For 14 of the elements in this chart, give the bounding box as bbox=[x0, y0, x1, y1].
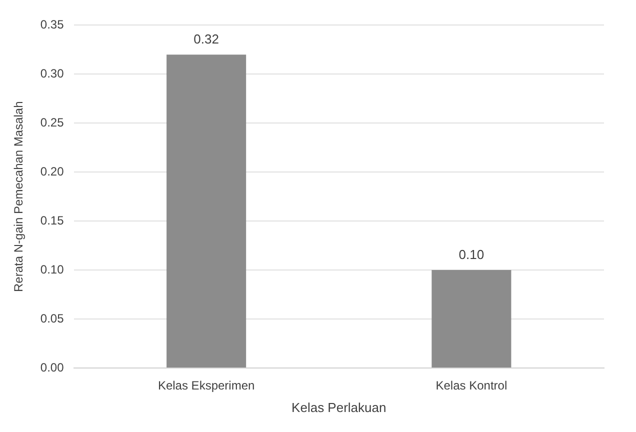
y-tick-label: 0.25 bbox=[40, 115, 64, 130]
y-tick-label: 0.00 bbox=[40, 360, 64, 374]
x-tick-label: Kelas Kontrol bbox=[436, 378, 508, 393]
y-tick-label: 0.20 bbox=[40, 164, 64, 178]
x-axis-title: Kelas Perlakuan bbox=[292, 400, 386, 415]
y-axis-title: Rerata N-gain Pemecahan Masalah bbox=[12, 101, 26, 292]
y-tick-label: 0.35 bbox=[40, 18, 64, 32]
data-label: 0.32 bbox=[194, 32, 219, 47]
x-tick-label: Kelas Eksperimen bbox=[158, 378, 255, 393]
y-tick-label: 0.15 bbox=[40, 213, 64, 228]
data-label: 0.10 bbox=[458, 247, 484, 262]
y-tick-label: 0.30 bbox=[40, 66, 64, 80]
y-tick-label: 0.10 bbox=[40, 262, 64, 276]
y-tick-label: 0.05 bbox=[40, 311, 64, 326]
